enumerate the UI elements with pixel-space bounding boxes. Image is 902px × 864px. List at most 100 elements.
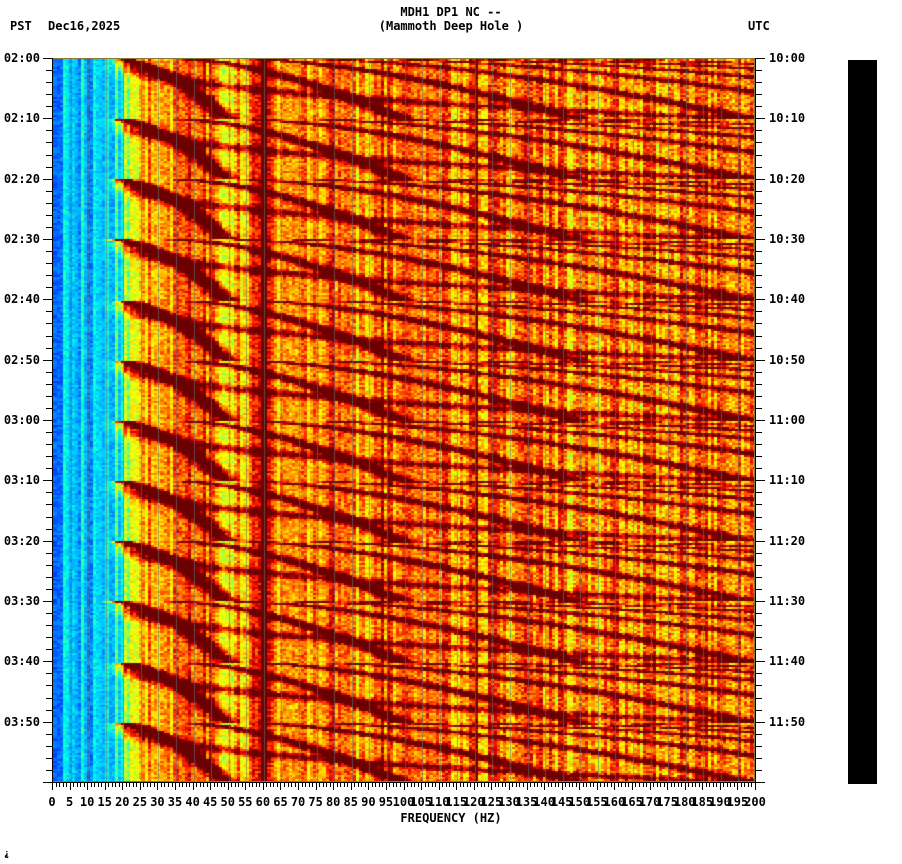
frequency-tick (681, 782, 683, 787)
time-tick-right (756, 275, 762, 277)
time-tick-right (756, 492, 762, 494)
station-code-title: MDH1 DP1 NC -- (400, 5, 502, 19)
frequency-label: 85 (343, 795, 358, 809)
time-tick-left (43, 359, 52, 361)
time-tick-left (46, 613, 52, 615)
time-axis-left (52, 58, 53, 782)
frequency-tick (160, 782, 162, 787)
frequency-tick (392, 782, 394, 787)
frequency-tick (210, 782, 212, 790)
frequency-tick (487, 782, 489, 787)
time-tick-left (43, 178, 52, 180)
time-tick-left (46, 82, 52, 84)
frequency-tick (712, 782, 714, 787)
frequency-tick (255, 782, 257, 787)
frequency-label: 180 (673, 795, 696, 809)
frequency-tick (730, 782, 732, 787)
time-tick-left (46, 130, 52, 132)
frequency-tick (610, 782, 612, 787)
time-tick-right (756, 383, 762, 385)
frequency-tick (371, 782, 373, 787)
frequency-tick (354, 782, 356, 787)
station-name-title: (Mammoth Deep Hole ) (378, 19, 524, 33)
time-tick-right (756, 480, 765, 482)
frequency-tick (224, 782, 226, 787)
frequency-tick (709, 782, 711, 787)
frequency-tick (737, 782, 739, 790)
frequency-label: 75 (308, 795, 323, 809)
frequency-tick (111, 782, 113, 787)
time-tick-left (46, 468, 52, 470)
frequency-tick (252, 782, 254, 787)
frequency-tick (603, 782, 605, 787)
time-tick-right (756, 323, 762, 325)
frequency-tick (315, 782, 317, 790)
time-tick-right (756, 311, 762, 313)
time-label-pst: 02:50 (3, 352, 40, 367)
frequency-label: 190 (709, 795, 731, 809)
frequency-tick (512, 782, 514, 787)
frequency-tick (449, 782, 451, 787)
frequency-tick (276, 782, 278, 787)
time-label-utc: 10:50 (769, 352, 806, 367)
frequency-label: 35 (167, 795, 183, 809)
frequency-label: 170 (638, 795, 661, 809)
frequency-tick (670, 782, 672, 787)
time-label-utc: 11:30 (769, 594, 806, 608)
frequency-tick (494, 782, 496, 787)
frequency-tick (185, 782, 187, 787)
time-tick-right (756, 649, 762, 651)
frequency-tick (238, 782, 240, 787)
frequency-tick (631, 782, 633, 790)
frequency-tick (153, 782, 155, 787)
frequency-tick (178, 782, 180, 787)
frequency-tick (639, 782, 640, 787)
time-tick-left (43, 299, 52, 301)
timezone-left-label: PST (10, 19, 32, 33)
frequency-tick (508, 782, 510, 790)
time-tick-right (756, 697, 762, 699)
time-tick-left (46, 287, 52, 289)
time-axis-right (755, 58, 756, 782)
frequency-tick (259, 782, 261, 787)
time-tick-left (43, 721, 52, 723)
time-tick-right (756, 202, 762, 204)
time-tick-left (46, 142, 52, 144)
time-tick-right (756, 226, 762, 228)
frequency-tick (336, 782, 338, 787)
frequency-tick (396, 782, 398, 787)
frequency-tick (118, 782, 120, 787)
frequency-tick (69, 782, 71, 790)
frequency-tick (399, 782, 401, 787)
frequency-label: 60 (255, 795, 271, 809)
time-tick-right (756, 263, 762, 265)
frequency-tick (695, 782, 697, 787)
time-tick-left (46, 154, 52, 156)
frequency-tick (614, 782, 616, 790)
frequency-tick (322, 782, 324, 787)
time-tick-left (46, 769, 52, 771)
frequency-tick (463, 782, 465, 787)
time-tick-left (46, 588, 52, 590)
frequency-tick (547, 782, 549, 787)
frequency-tick (62, 782, 64, 787)
time-tick-right (756, 757, 762, 759)
time-tick-left (43, 420, 52, 421)
frequency-tick (667, 782, 669, 790)
spectrogram-plot[interactable] (52, 58, 755, 782)
time-tick-right (756, 214, 762, 216)
frequency-tick (333, 782, 335, 790)
frequency-tick (199, 782, 201, 787)
frequency-tick (498, 782, 500, 787)
time-tick-left (46, 226, 52, 228)
time-tick-right (756, 709, 762, 711)
frequency-tick (196, 782, 198, 787)
frequency-tick (428, 782, 430, 787)
frequency-tick (646, 782, 648, 787)
time-label-pst: 03:30 (3, 594, 40, 608)
frequency-label: 45 (202, 795, 218, 809)
time-tick-right (756, 239, 765, 240)
frequency-label: 50 (220, 795, 235, 809)
frequency-tick (192, 782, 194, 790)
frequency-tick (582, 782, 584, 787)
